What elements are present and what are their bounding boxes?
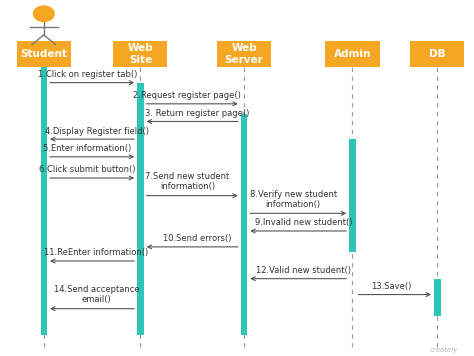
Text: 13.Save(): 13.Save() [371,282,411,291]
Text: 14.Send acceptance
email(): 14.Send acceptance email() [54,286,139,304]
FancyBboxPatch shape [17,41,71,67]
Text: 7.Send new student
information(): 7.Send new student information() [145,172,229,191]
Text: Admin: Admin [334,49,371,59]
FancyBboxPatch shape [325,41,380,67]
Text: 9.Invalid new student(): 9.Invalid new student() [255,219,352,227]
Text: 4.Display Register field(): 4.Display Register field() [45,127,149,136]
Text: 10.Send errors(): 10.Send errors() [163,234,231,244]
Text: 8.Verify new student
information(): 8.Verify new student information() [250,190,337,209]
FancyBboxPatch shape [410,41,465,67]
Bar [241,114,247,335]
Circle shape [34,6,54,21]
Text: 2.Request register page(): 2.Request register page() [134,91,241,100]
Bar [349,139,356,252]
Text: Web
Site: Web Site [128,43,153,65]
Text: 1.Click on register tab(): 1.Click on register tab() [38,70,137,79]
Bar [40,67,47,335]
Text: creately: creately [430,347,458,353]
Text: 3. Return register page(): 3. Return register page() [145,109,249,118]
Bar [137,83,144,335]
Text: DB: DB [429,49,446,59]
Text: Student: Student [20,49,67,59]
Text: Web
Server: Web Server [225,43,264,65]
FancyBboxPatch shape [217,41,271,67]
Text: 6.Click submit button(): 6.Click submit button() [39,166,136,174]
Bar [434,279,440,316]
Text: 5.Enter information(): 5.Enter information() [44,144,132,153]
Text: 12.Valid new student(): 12.Valid new student() [256,266,351,275]
Text: 11.ReEnter information(): 11.ReEnter information() [45,248,149,257]
FancyBboxPatch shape [113,41,167,67]
